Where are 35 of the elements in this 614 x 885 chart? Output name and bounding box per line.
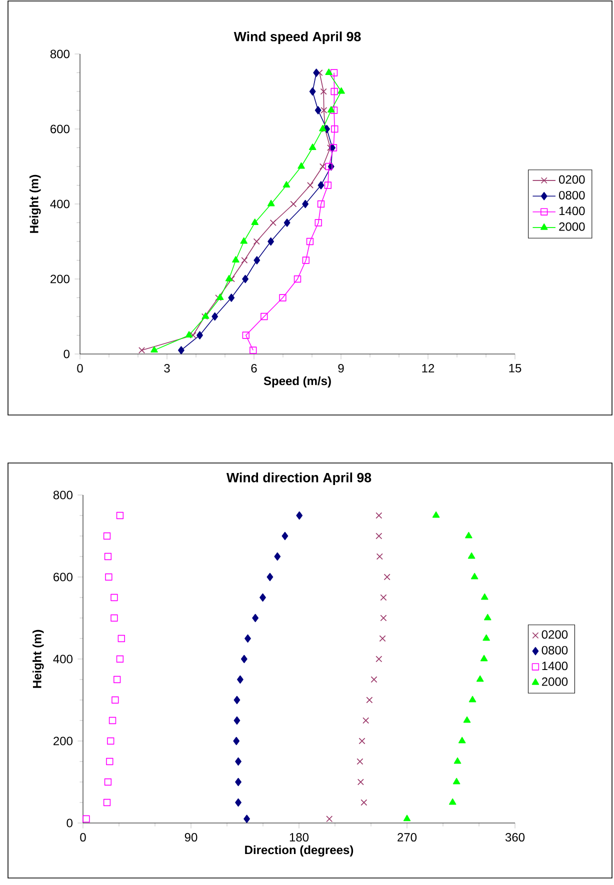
legend-label: 2000: [559, 222, 585, 231]
x-tick-label: 90: [184, 833, 198, 842]
y-axis-title: Height (m): [30, 174, 41, 233]
y-tick-label: 400: [53, 654, 72, 664]
legend-label: 0800: [559, 190, 585, 200]
x-tick-label: 180: [290, 833, 309, 842]
chart-title: Wind speed April 98: [234, 32, 361, 44]
x-tick-label: 15: [509, 364, 522, 372]
x-tick-label: 3: [164, 364, 170, 373]
y-tick-label: 600: [50, 124, 70, 134]
x-axis-title: Direction (degrees): [245, 845, 354, 857]
legend-label: 1400: [542, 662, 568, 670]
x-tick-label: 12: [422, 364, 434, 372]
x-tick-label: 0: [80, 833, 86, 842]
x-tick-label: 270: [398, 833, 417, 842]
y-tick-label: 0: [66, 818, 72, 828]
y-tick-label: 800: [50, 50, 70, 58]
y-tick-label: 600: [54, 572, 72, 582]
y-tick-label: 800: [53, 490, 72, 500]
legend-label: 1400: [559, 206, 585, 216]
y-tick-label: 0: [64, 350, 70, 358]
x-tick-label: 9: [338, 364, 344, 373]
chart-title: Wind direction April 98: [226, 472, 372, 485]
x-tick-label: 6: [251, 364, 257, 373]
legend-label: 0200: [542, 630, 568, 639]
y-tick-label: 200: [54, 736, 72, 746]
legend-label: 0200: [559, 175, 585, 184]
legend-label: 2000: [542, 677, 568, 686]
x-axis-title: Speed (m/s): [264, 376, 331, 388]
legend-label: 0800: [542, 646, 568, 654]
y-tick-label: 200: [50, 274, 70, 284]
x-tick-label: 360: [505, 833, 525, 842]
y-axis-title: Height (m): [32, 630, 44, 688]
x-tick-label: 0: [77, 364, 83, 373]
y-tick-label: 400: [50, 200, 70, 208]
